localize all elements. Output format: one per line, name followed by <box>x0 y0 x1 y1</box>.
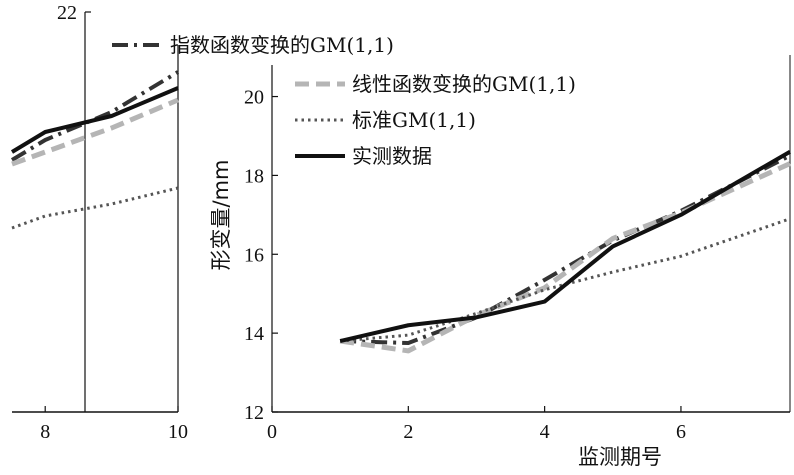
x-axis-title: 监测期号 <box>578 445 662 469</box>
right-y-tick-label: 12 <box>244 402 264 424</box>
legend-label-3: 实测数据 <box>352 144 432 168</box>
right-series-1-line <box>339 161 792 354</box>
right-y-tick-label: 18 <box>244 165 264 187</box>
left-series-0-line <box>10 70 180 162</box>
left-x-tick-label: 10 <box>168 421 188 443</box>
left-series-3-line <box>10 86 179 154</box>
left-panel: 8 10 22 <box>10 2 188 443</box>
legend-label-2: 标准GM(1,1) <box>352 108 476 132</box>
left-series-2-line <box>11 186 179 230</box>
right-y-tick-label: 20 <box>244 87 264 109</box>
right-x-tick-label: 2 <box>403 421 413 443</box>
right-series-3-line <box>339 150 792 343</box>
right-y-tick-label: 16 <box>244 244 264 266</box>
right-x-tick-label: 4 <box>540 421 550 443</box>
right-y-tick-label: 14 <box>244 323 264 345</box>
legend: 指数函数变换的GM(1,1) 线性函数变换的GM(1,1) 标准GM(1,1) 实测数… <box>112 33 576 168</box>
left-x-tick-label: 8 <box>40 421 50 443</box>
left-y-tick-label: 22 <box>57 2 77 24</box>
right-series-0-line <box>340 153 791 345</box>
legend-label-1: 线性函数变换的GM(1,1) <box>352 72 576 96</box>
right-series-2-line <box>340 217 791 343</box>
legend-label-0: 指数函数变换的GM(1,1) <box>170 33 394 57</box>
y-axis-title: 形变量/mm <box>209 160 233 271</box>
right-x-tick-label: 6 <box>676 421 686 443</box>
right-x-tick-label: 0 <box>267 421 277 443</box>
right-panel: 0 2 4 6 12 14 16 18 20 监测期号 形变量/mm <box>209 55 792 469</box>
left-series-1-line <box>11 97 179 167</box>
